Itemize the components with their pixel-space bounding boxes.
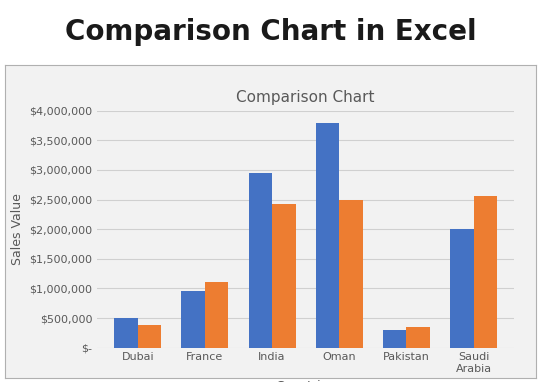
X-axis label: Countries: Countries [276, 380, 335, 382]
Bar [138, 325, 161, 348]
Bar [383, 330, 406, 348]
Bar [316, 123, 339, 348]
Bar [473, 196, 497, 348]
Bar [248, 173, 272, 348]
Bar [406, 327, 430, 348]
Title: Comparison Chart: Comparison Chart [236, 91, 375, 105]
Bar [272, 204, 295, 348]
Text: Comparison Chart in Excel: Comparison Chart in Excel [65, 18, 476, 47]
Y-axis label: Sales Value: Sales Value [11, 193, 24, 265]
Bar [450, 229, 473, 348]
Bar [205, 283, 228, 348]
Bar [114, 318, 138, 348]
Bar [339, 199, 363, 348]
Bar [181, 291, 205, 348]
